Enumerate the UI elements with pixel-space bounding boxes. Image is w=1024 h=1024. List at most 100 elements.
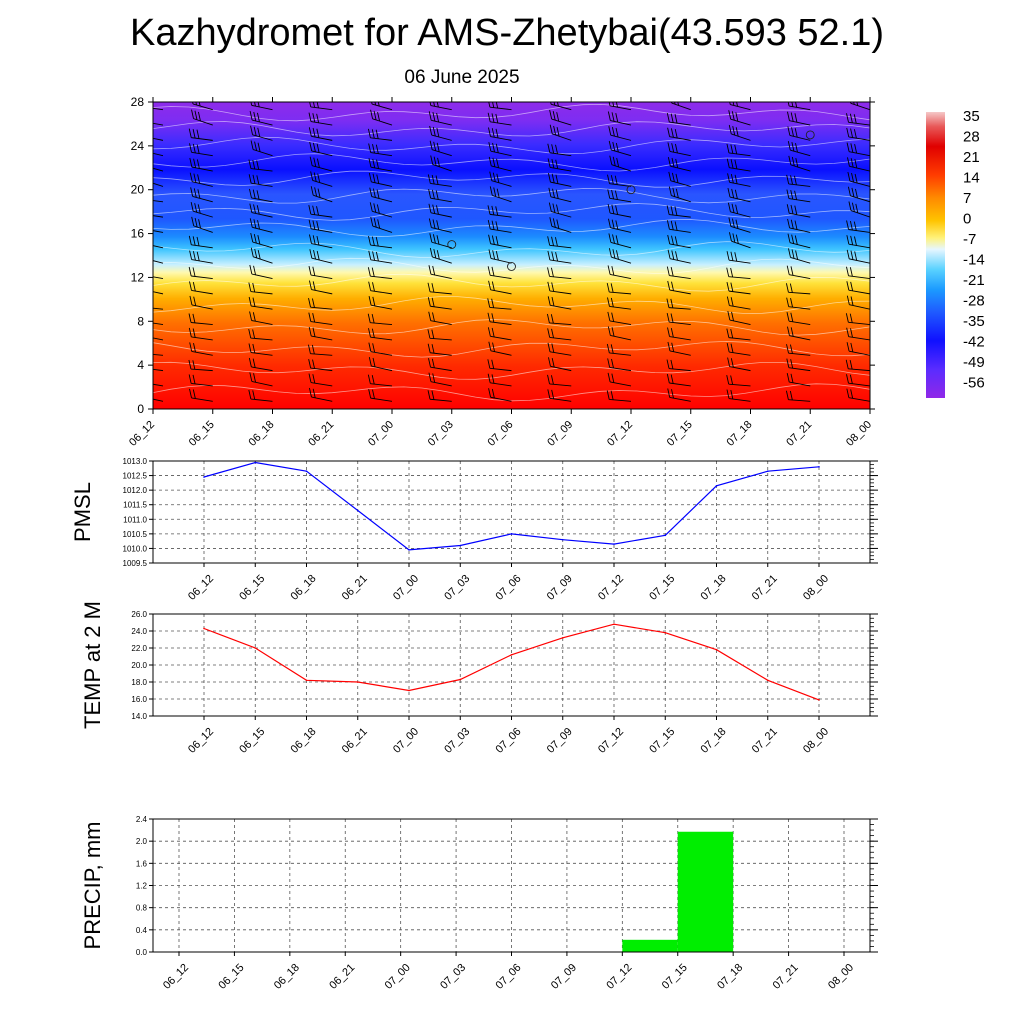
barb-flag <box>313 172 317 182</box>
barb-flag <box>730 144 734 154</box>
wind-barb <box>370 109 393 126</box>
barb-flag <box>309 249 313 259</box>
wind-barb <box>547 374 572 387</box>
barb-flag <box>670 359 674 370</box>
barb-flag <box>148 251 150 260</box>
barb-flag <box>727 173 731 183</box>
wind-barb <box>726 251 751 264</box>
wind-barb <box>429 140 452 157</box>
wind-barb <box>488 249 512 264</box>
x-tick-label: 06_18 <box>247 419 277 449</box>
colorbar-label: -49 <box>963 354 985 371</box>
colorbar-label: -42 <box>963 334 985 351</box>
barb-flag <box>849 267 853 277</box>
y-tick-label: 1010.0 <box>123 544 148 553</box>
barb-flag <box>314 187 318 197</box>
barb-flag <box>192 143 196 154</box>
wind-barb <box>429 125 452 141</box>
barb-flag <box>252 189 256 199</box>
barb-flag <box>607 189 611 199</box>
barb-flag <box>252 312 256 322</box>
barb-flag <box>371 267 375 277</box>
barb-flag <box>368 235 371 246</box>
wind-barb <box>787 326 811 341</box>
barb-flag <box>846 295 850 305</box>
barb-flag <box>367 128 371 138</box>
barb-flag <box>433 248 437 259</box>
barb-flag <box>491 359 495 369</box>
data-point <box>613 623 615 625</box>
x-tick-label: 07_06 <box>494 962 524 992</box>
barb-flag <box>194 217 198 228</box>
barb-flag <box>555 144 558 154</box>
barb-flag <box>729 102 731 105</box>
x-tick-label: 07_15 <box>647 573 677 603</box>
barb-flag <box>249 203 253 213</box>
barb-flag <box>253 373 256 383</box>
contour-line <box>153 136 870 155</box>
x-tick-label: 06_15 <box>187 419 217 449</box>
wind-barb <box>308 359 333 372</box>
barb-flag <box>433 141 437 151</box>
barb-shaft <box>153 368 164 372</box>
precip-bar <box>622 939 678 952</box>
wind-barb <box>369 187 393 203</box>
colorbar-label: 0 <box>963 211 971 228</box>
wind-barb <box>786 174 811 187</box>
barb-flag <box>491 235 495 245</box>
barb-flag <box>614 190 618 200</box>
barb-flag <box>548 202 552 212</box>
barb-flag <box>368 158 372 168</box>
wind-barb <box>430 155 452 172</box>
barb-flag <box>675 188 679 198</box>
barb-shaft <box>153 122 164 126</box>
wind-barb <box>548 357 572 372</box>
barb-flag <box>666 220 670 230</box>
wind-barb <box>368 296 393 310</box>
barb-flag <box>368 328 371 338</box>
wind-barb <box>488 234 512 249</box>
wind-barb <box>487 205 512 218</box>
barb-flag <box>846 327 850 337</box>
barb-flag <box>316 102 319 109</box>
data-point <box>715 648 718 651</box>
wind-barb <box>608 218 632 233</box>
barb-flag <box>726 282 730 292</box>
barb-flag <box>436 102 439 108</box>
wind-barb <box>727 187 751 203</box>
wind-barb <box>428 358 452 372</box>
data-point <box>510 654 513 656</box>
wind-barb <box>428 218 452 233</box>
barb-flag <box>546 313 550 324</box>
barb-flag <box>786 312 790 322</box>
barb-flag <box>846 113 849 123</box>
barb-flag <box>612 156 616 166</box>
x-tick-label: 07_21 <box>784 419 814 449</box>
barb-flag <box>489 186 493 196</box>
barb-flag <box>317 173 321 183</box>
x-tick-label: 08_00 <box>844 419 874 449</box>
barb-flag <box>666 373 670 384</box>
wind-barb <box>153 398 164 402</box>
barb-flag <box>256 190 260 200</box>
barb-flag <box>790 312 794 322</box>
barb-flag <box>144 143 146 152</box>
barb-flag <box>850 281 854 291</box>
y-tick-label: 1011.0 <box>123 515 147 524</box>
heatmap-y-axis: 0 4 8 12 16 20 24 28 <box>131 95 875 416</box>
barb-flag <box>846 249 850 259</box>
barb-flag <box>850 296 854 306</box>
barb-flag <box>309 387 312 398</box>
data-point <box>408 689 410 692</box>
barb-flag <box>791 234 795 244</box>
barb-flag <box>846 374 849 384</box>
x-tick-label: 06_21 <box>340 573 370 603</box>
wind-barb <box>368 328 393 341</box>
wind-barb <box>368 172 393 187</box>
barb-flag <box>847 171 851 182</box>
y-tick-label: 2.0 <box>136 837 148 846</box>
barb-flag <box>317 188 321 198</box>
wind-barb <box>310 186 333 203</box>
barb-flag <box>610 283 614 293</box>
wind-barb <box>309 234 333 249</box>
